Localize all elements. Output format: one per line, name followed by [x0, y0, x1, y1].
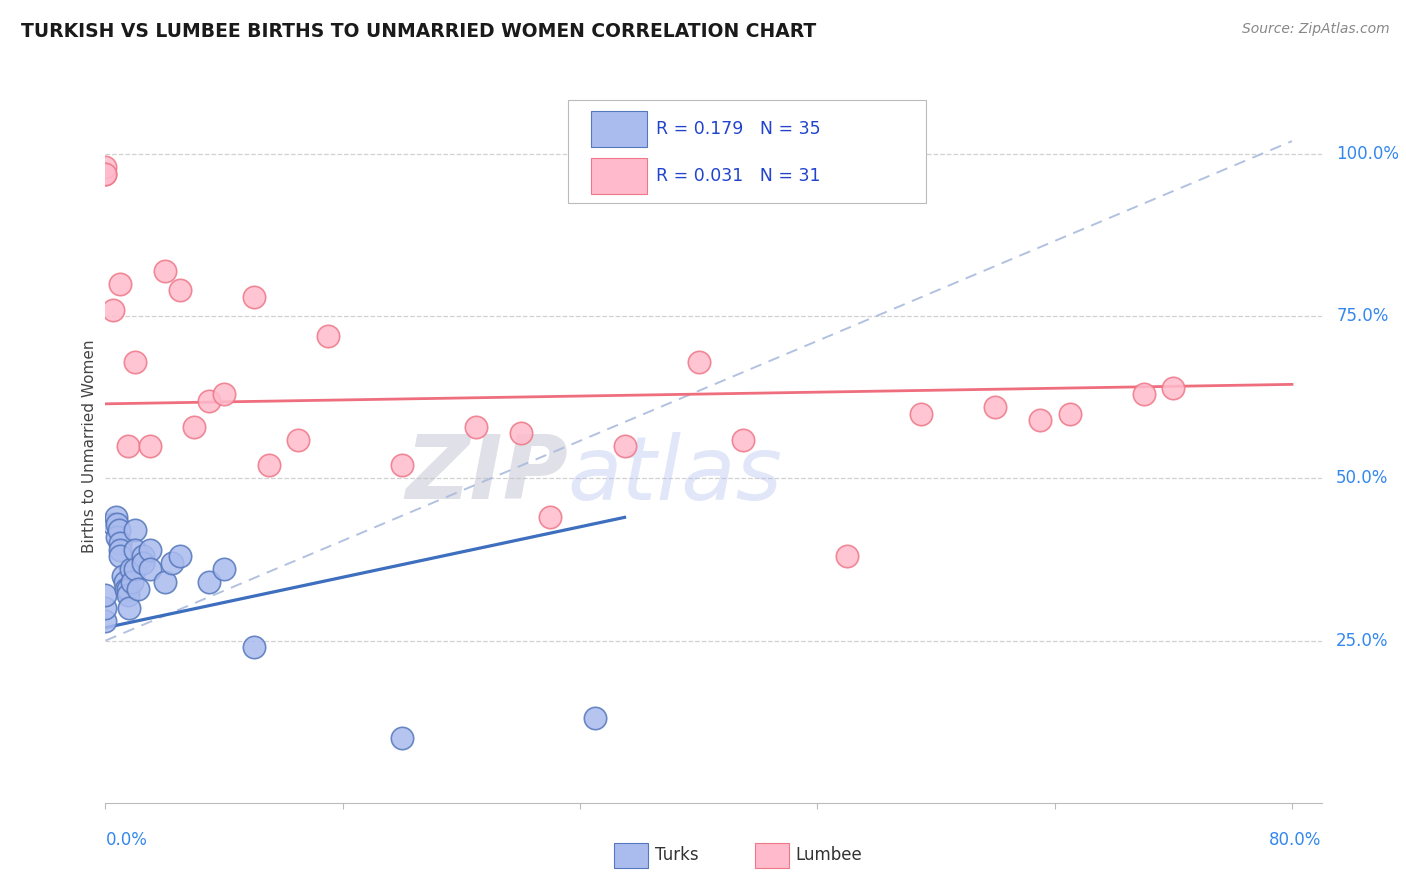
Point	[110, 542, 132, 557]
Point	[124, 562, 146, 576]
Point	[114, 575, 136, 590]
Point	[105, 530, 128, 544]
Point	[538, 510, 561, 524]
Point	[613, 439, 636, 453]
Point	[118, 601, 141, 615]
Point	[153, 575, 176, 590]
Point	[733, 433, 755, 447]
Point	[94, 167, 117, 181]
Y-axis label: Births to Unmarried Women: Births to Unmarried Women	[82, 339, 97, 553]
Text: R = 0.031   N = 31: R = 0.031 N = 31	[657, 168, 821, 186]
Point	[139, 439, 162, 453]
Point	[124, 542, 146, 557]
Point	[257, 458, 280, 473]
Point	[127, 582, 149, 596]
Point	[465, 419, 488, 434]
FancyBboxPatch shape	[591, 159, 647, 194]
Point	[984, 400, 1007, 414]
Text: Source: ZipAtlas.com: Source: ZipAtlas.com	[1241, 22, 1389, 37]
Point	[131, 556, 153, 570]
FancyBboxPatch shape	[568, 100, 927, 203]
Point	[212, 562, 235, 576]
Point	[835, 549, 858, 564]
Text: 25.0%: 25.0%	[1336, 632, 1389, 649]
Text: 100.0%: 100.0%	[1336, 145, 1399, 163]
Point	[287, 433, 309, 447]
Point	[160, 556, 183, 570]
Point	[153, 264, 176, 278]
Point	[112, 568, 135, 582]
Point	[110, 549, 132, 564]
Point	[183, 419, 205, 434]
Point	[105, 516, 128, 531]
Text: 0.0%: 0.0%	[105, 831, 148, 849]
Point	[94, 601, 117, 615]
Point	[94, 588, 117, 602]
Point	[509, 425, 531, 440]
Point	[117, 588, 139, 602]
Point	[117, 582, 139, 596]
Text: atlas: atlas	[568, 432, 783, 517]
Point	[316, 328, 339, 343]
Point	[101, 302, 124, 317]
Point	[1059, 407, 1081, 421]
Point	[117, 439, 139, 453]
Point	[120, 562, 142, 576]
Point	[124, 524, 146, 538]
Point	[169, 549, 191, 564]
Point	[110, 277, 132, 291]
Point	[583, 711, 606, 725]
Text: ZIP: ZIP	[405, 431, 568, 518]
Point	[910, 407, 932, 421]
Text: Lumbee: Lumbee	[796, 847, 862, 864]
Text: Turks: Turks	[655, 847, 699, 864]
Point	[110, 536, 132, 550]
Point	[101, 516, 124, 531]
Point	[242, 290, 264, 304]
Point	[94, 167, 117, 181]
Text: 80.0%: 80.0%	[1270, 831, 1322, 849]
Point	[1029, 413, 1052, 427]
Text: 50.0%: 50.0%	[1336, 469, 1389, 487]
Point	[139, 562, 162, 576]
Point	[107, 524, 129, 538]
Point	[169, 283, 191, 297]
Point	[212, 387, 235, 401]
Point	[121, 575, 143, 590]
Point	[115, 582, 138, 596]
Point	[94, 160, 117, 174]
Point	[198, 393, 221, 408]
Point	[688, 354, 710, 368]
Point	[198, 575, 221, 590]
Text: TURKISH VS LUMBEE BIRTHS TO UNMARRIED WOMEN CORRELATION CHART: TURKISH VS LUMBEE BIRTHS TO UNMARRIED WO…	[21, 22, 817, 41]
Text: R = 0.179   N = 35: R = 0.179 N = 35	[657, 120, 821, 138]
Point	[391, 458, 413, 473]
Point	[104, 510, 127, 524]
Point	[242, 640, 264, 654]
Text: 75.0%: 75.0%	[1336, 307, 1389, 326]
Point	[131, 549, 153, 564]
Point	[139, 542, 162, 557]
Point	[391, 731, 413, 745]
Point	[94, 614, 117, 628]
Point	[124, 354, 146, 368]
Point	[1132, 387, 1154, 401]
FancyBboxPatch shape	[591, 112, 647, 147]
Point	[1163, 381, 1185, 395]
